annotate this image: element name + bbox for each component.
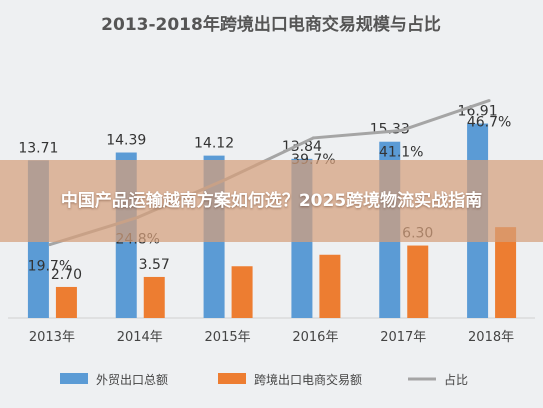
data-label-export-total: 13.84 [282, 139, 322, 155]
headline-banner: 中国产品运输越南方案如何选？2025跨境物流实战指南 [0, 160, 543, 242]
x-tick-label: 2017年 [380, 330, 426, 345]
bar-cross-border [231, 266, 253, 318]
legend-label: 外贸出口总额 [96, 373, 168, 387]
data-label-cross-border: 2.70 [51, 267, 82, 283]
chart-title: 2013-2018年跨境出口电商交易规模与占比 [101, 14, 441, 35]
data-label-share: 41.1% [379, 144, 423, 160]
legend-swatch [60, 373, 88, 384]
data-label-cross-border: 3.57 [139, 257, 170, 273]
point-share [48, 243, 52, 247]
point-share [311, 136, 315, 140]
data-label-export-total: 13.71 [18, 140, 58, 156]
x-tick-label: 2013年 [29, 330, 75, 345]
x-tick-label: 2015年 [205, 330, 251, 345]
data-label-export-total: 14.12 [194, 136, 234, 152]
bar-cross-border [55, 286, 77, 318]
x-tick-label: 2016年 [292, 330, 338, 345]
headline-text: 中国产品运输越南方案如何选？2025跨境物流实战指南 [60, 191, 483, 211]
data-label-share: 19.7% [28, 259, 72, 275]
bar-cross-border [407, 245, 429, 318]
bar-cross-border [319, 254, 341, 318]
x-tick-label: 2014年 [117, 330, 163, 345]
point-share [487, 99, 491, 103]
data-label-export-total: 14.39 [106, 133, 146, 149]
legend-swatch [218, 373, 246, 384]
legend: 外贸出口总额 跨境出口电商交易额 占比 [60, 372, 468, 387]
bar-cross-border [143, 276, 165, 318]
legend-label: 占比 [444, 372, 468, 387]
bar-cross-border [495, 227, 517, 318]
x-tick-label: 2018年 [468, 330, 514, 345]
data-label-share: 46.7% [467, 115, 511, 131]
point-share [399, 128, 403, 132]
legend-label: 跨境出口电商交易额 [254, 372, 362, 387]
